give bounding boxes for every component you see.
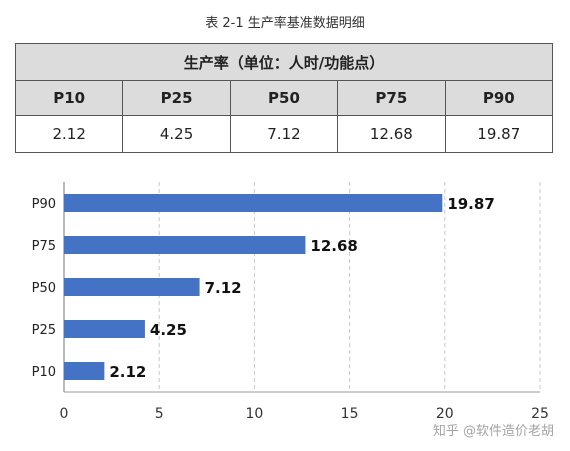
- value-cell-p25: 4.25: [122, 115, 231, 153]
- x-tick-label: 10: [245, 406, 263, 422]
- y-category-label: P75: [32, 239, 56, 254]
- bar-data-label: 4.25: [150, 321, 187, 339]
- watermark: 知乎 @软件造价老胡: [432, 424, 554, 439]
- table-caption: 表 2-1 生产率基准数据明细: [205, 16, 365, 31]
- bar: [64, 194, 443, 212]
- value-cell-p90: 19.87: [444, 115, 554, 153]
- value-cell-p10: 2.12: [14, 115, 124, 153]
- bar: [64, 278, 200, 296]
- x-tick-label: 0: [60, 406, 69, 422]
- y-category-label: P50: [32, 281, 56, 296]
- column-header-p90: P90: [444, 80, 554, 116]
- bar-data-label: 7.12: [205, 279, 242, 297]
- productivity-bar-chart: 0 5 10 15 20 25 P90 19.87 P75 12.68 P50 7.12 P25 4.25…: [32, 182, 549, 422]
- bar: [64, 362, 105, 380]
- bar-data-label: 12.68: [310, 237, 357, 255]
- table-header-title: 生产率（单位：人时/功能点）: [15, 43, 553, 81]
- productivity-table: 生产率（单位：人时/功能点） P10 P25 P50 P75 P90 2.12 …: [14, 43, 554, 153]
- bar: [64, 236, 306, 254]
- bar-data-label: 19.87: [447, 195, 494, 213]
- x-tick-label: 5: [155, 406, 164, 422]
- x-tick-label: 15: [341, 406, 359, 422]
- column-header-p10: P10: [14, 80, 124, 116]
- column-header-p25: P25: [122, 80, 231, 116]
- value-cell-p50: 7.12: [229, 115, 339, 153]
- bar-data-label: 2.12: [109, 363, 146, 381]
- column-header-p75: P75: [337, 80, 446, 116]
- y-category-label: P90: [32, 197, 56, 212]
- bar: [64, 320, 145, 338]
- column-header-p50: P50: [229, 80, 339, 116]
- value-cell-p75: 12.68: [337, 115, 446, 153]
- x-tick-label: 25: [531, 406, 549, 422]
- x-tick-label: 20: [436, 406, 454, 422]
- y-category-label: P10: [32, 365, 56, 380]
- y-category-label: P25: [32, 323, 56, 338]
